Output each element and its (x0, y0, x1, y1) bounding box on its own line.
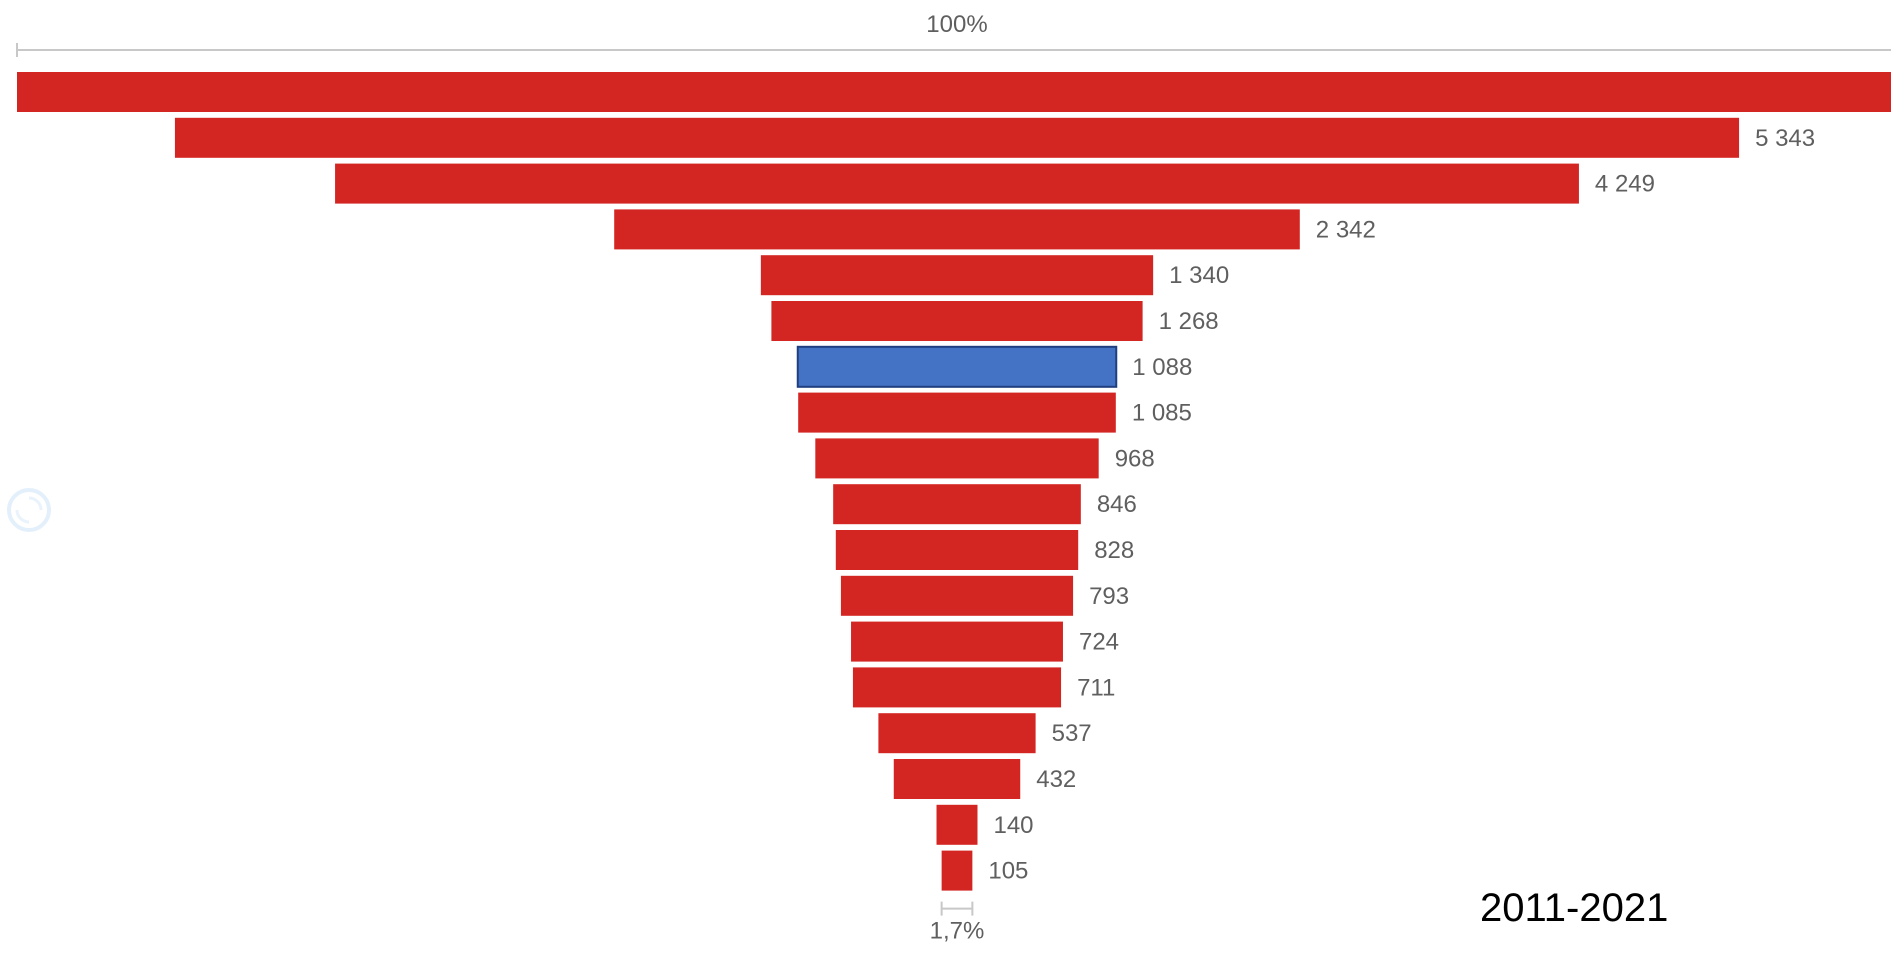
funnel-bar[interactable] (840, 575, 1074, 616)
funnel-bar-value: 724 (1079, 629, 1119, 656)
funnel-bar-value: 828 (1094, 537, 1134, 564)
funnel-bar[interactable] (798, 392, 1116, 433)
top-percent-label: 100% (926, 11, 987, 38)
funnel-bar[interactable] (835, 530, 1079, 570)
funnel-bar-value: 105 (988, 858, 1028, 885)
funnel-bar-value: 537 (1052, 720, 1092, 747)
funnel-bar-value: 2 342 (1316, 216, 1376, 243)
funnel-bar[interactable] (771, 301, 1143, 341)
funnel-bar-value: 1 340 (1169, 262, 1229, 289)
funnel-bar[interactable] (893, 759, 1021, 799)
funnel-bar[interactable] (815, 438, 1099, 479)
funnel-bar[interactable] (174, 117, 1740, 158)
funnel-bar-value: 140 (993, 812, 1033, 839)
funnel-bar-value: 968 (1115, 445, 1155, 472)
funnel-bar[interactable] (878, 713, 1036, 754)
funnel-bar[interactable] (852, 667, 1062, 708)
funnel-bar-value: 4 249 (1595, 171, 1655, 198)
funnel-bar[interactable] (760, 255, 1154, 296)
funnel-bar[interactable] (833, 484, 1081, 525)
funnel-bar[interactable] (614, 209, 1300, 250)
funnel-bar[interactable] (851, 621, 1063, 662)
period-caption: 2011-2021 (1480, 886, 1669, 930)
funnel-bar[interactable] (796, 345, 1118, 388)
funnel-bar[interactable] (335, 163, 1579, 204)
funnel-bar-value: 5 343 (1755, 125, 1815, 152)
funnel-bar-value: 432 (1036, 766, 1076, 793)
funnel-bar[interactable] (936, 804, 978, 845)
funnel-bar[interactable] (941, 850, 973, 891)
funnel-bar-value: 711 (1077, 674, 1115, 701)
refresh-icon (7, 488, 51, 532)
funnel-bar-value: 1 088 (1132, 354, 1192, 381)
funnel-bar-value: 846 (1097, 491, 1137, 518)
funnel-bar[interactable] (17, 72, 1891, 112)
bottom-percent-label: 1,7% (930, 918, 985, 945)
funnel-bar-value: 793 (1089, 583, 1129, 610)
funnel-bar-value: 1 268 (1159, 308, 1219, 335)
funnel-bar-value: 1 085 (1132, 400, 1192, 427)
